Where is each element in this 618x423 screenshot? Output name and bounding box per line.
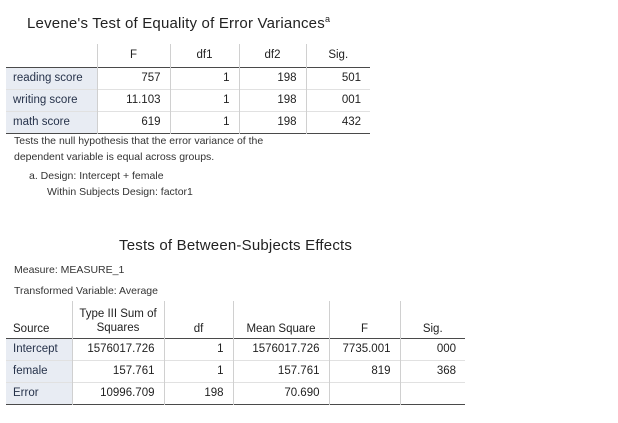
table-row: Error 10996.709 198 70.690 [6,382,465,404]
levene-cell: 1 [169,89,239,111]
between-cell: 1576017.726 [232,338,329,360]
between-cell: 000 [399,338,465,360]
between-cell [399,382,465,404]
between-cell [328,382,400,404]
levene-note: Tests the null hypothesis that the error… [14,133,263,165]
levene-header-f: F [96,44,170,67]
table-row: writing score 11.103 1 198 001 [6,89,370,111]
levene-cell: 198 [238,89,306,111]
levene-row-label: writing score [6,89,97,111]
levene-cell: 001 [305,89,370,111]
between-cell: 819 [328,360,400,382]
levene-cell: 198 [238,67,306,89]
between-measure: Measure: MEASURE_1 [14,264,125,276]
levene-footnote-design: a. Design: Intercept + female [29,170,164,182]
between-header-ss: Type III Sum of Squares [71,301,164,338]
levene-cell: 501 [305,67,370,89]
between-cell: 198 [163,382,233,404]
levene-footnote-within: Within Subjects Design: factor1 [47,186,193,198]
between-row-label: Error [6,382,72,404]
levene-row-label: reading score [6,67,97,89]
between-transformed: Transformed Variable: Average [14,285,158,297]
levene-cell: 198 [238,111,306,133]
levene-header-df1: df1 [169,44,239,67]
levene-table: F df1 df2 Sig. reading score 757 1 198 5… [6,44,370,134]
levene-cell: 1 [169,111,239,133]
between-header-ms: Mean Square [232,301,329,338]
between-header-source: Source [13,322,50,335]
between-cell: 70.690 [232,382,329,404]
between-cell: 157.761 [71,360,164,382]
between-table: Source Type III Sum of Squares df Mean S… [6,301,465,405]
table-row: math score 619 1 198 432 [6,111,370,133]
levene-cell: 432 [305,111,370,133]
between-header-f: F [328,301,400,338]
between-header-df: df [163,301,233,338]
levene-row-label: math score [6,111,97,133]
levene-note-line: dependent variable is equal across group… [14,151,215,163]
table-row: female 157.761 1 157.761 819 368 [6,360,465,382]
levene-note-line: Tests the null hypothesis that the error… [14,135,264,147]
between-header-sig: Sig. [399,301,465,338]
between-cell: 157.761 [232,360,329,382]
levene-title-footnote-mark: a [324,14,331,24]
levene-cell: 1 [169,67,239,89]
levene-cell: 757 [96,67,170,89]
table-row: reading score 757 1 198 501 [6,67,370,89]
levene-header-blank [6,44,97,67]
between-cell: 10996.709 [71,382,164,404]
levene-cell: 11.103 [96,89,170,111]
between-title: Tests of Between-Subjects Effects [119,237,353,254]
between-cell: 1 [163,338,233,360]
between-cell: 1 [163,360,233,382]
levene-header-sig: Sig. [305,44,370,67]
between-cell: 368 [399,360,465,382]
between-cell: 1576017.726 [71,338,164,360]
between-cell: 7735.001 [328,338,400,360]
between-row-label: female [6,360,72,382]
between-row-label: Intercept [6,338,72,360]
levene-title-text: Levene's Test of Equality of Error Varia… [27,15,325,32]
table-row: Intercept 1576017.726 1 1576017.726 7735… [6,338,465,360]
levene-header-df2: df2 [238,44,306,67]
levene-cell: 619 [96,111,170,133]
levene-title: Levene's Test of Equality of Error Varia… [27,14,330,32]
